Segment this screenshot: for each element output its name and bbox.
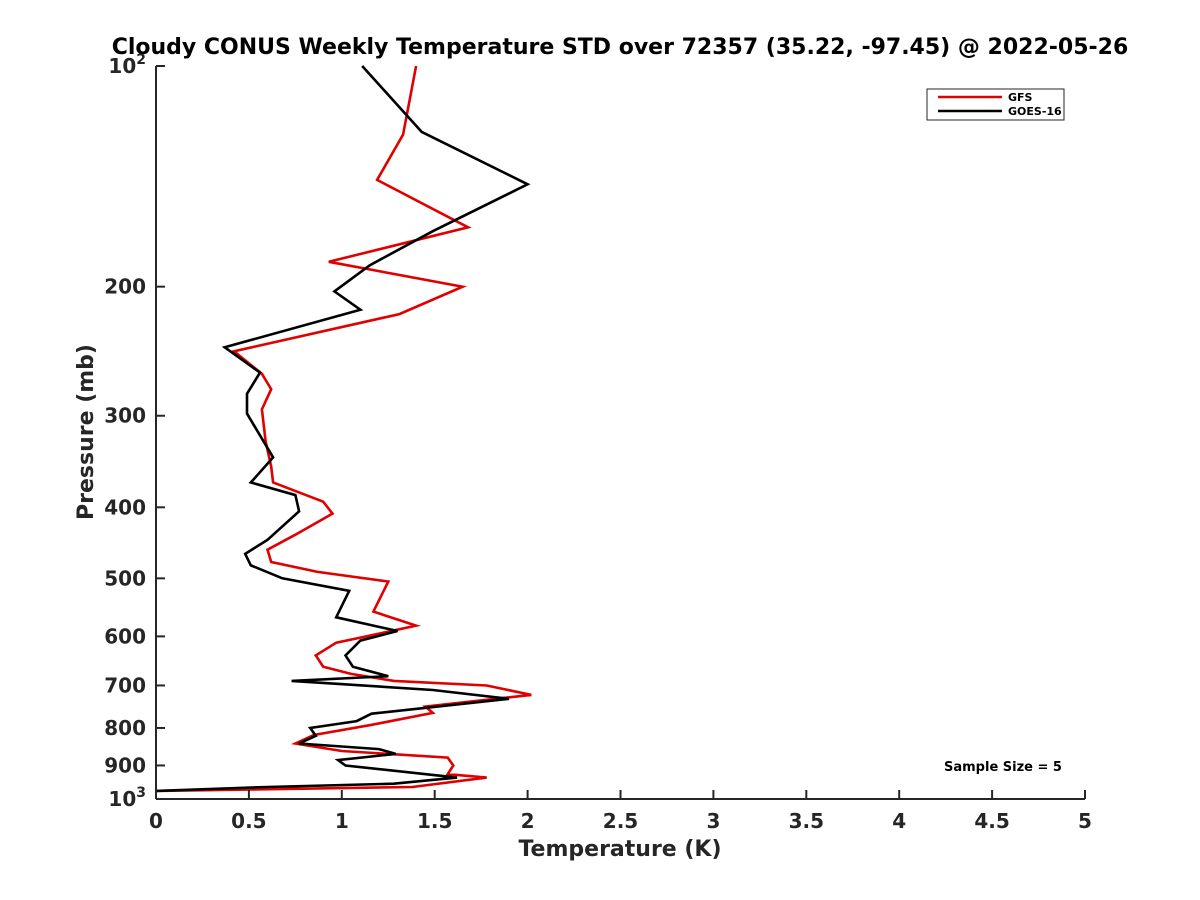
y-tick-label-base: 400	[104, 495, 146, 519]
y-tick-label-base: 10	[108, 787, 136, 811]
x-tick-label: 1	[335, 809, 349, 833]
x-tick-label: 1.5	[417, 809, 452, 833]
sample-size-annotation: Sample Size = 5	[944, 760, 1062, 775]
y-tick-label-base: 500	[104, 566, 146, 590]
y-tick-label-exponent: 3	[136, 785, 146, 801]
y-tick-label: 400	[104, 495, 146, 519]
y-tick-label-base: 900	[104, 753, 146, 777]
y-tick-label: 500	[104, 566, 146, 590]
legend-box	[926, 88, 1065, 121]
x-axis-label: Temperature (K)	[518, 837, 721, 862]
series-line-gfs	[155, 65, 532, 793]
y-tick-label-base: 10	[108, 54, 136, 78]
x-tick-label: 2.5	[603, 809, 638, 833]
y-tick-label-base: 300	[104, 404, 146, 428]
x-tick-label: 2	[521, 809, 535, 833]
x-tick-label: 3.5	[789, 809, 824, 833]
x-tick-label: 4.5	[974, 809, 1009, 833]
x-ticks: 0 0.5 1 1.5 2 2.5 3 3.5 4 4.5 5	[149, 790, 1092, 833]
series-layer	[155, 65, 532, 793]
y-tick-label: 102	[108, 52, 146, 78]
y-axis-label: Pressure (mb)	[74, 344, 99, 520]
y-tick-label-base: 700	[104, 673, 146, 697]
y-tick-label: 300	[104, 404, 146, 428]
plot-background	[156, 66, 1085, 799]
series-line-goes-16	[155, 65, 531, 793]
legend-label: GFS	[1008, 91, 1033, 104]
y-tick-label: 200	[104, 275, 146, 299]
x-tick-label: 0.5	[231, 809, 266, 833]
y-tick-label: 800	[104, 716, 146, 740]
y-tick-label-base: 200	[104, 275, 146, 299]
x-tick-label: 5	[1078, 809, 1092, 833]
x-tick-label: 4	[892, 809, 906, 833]
y-tick-label-exponent: 2	[136, 52, 146, 68]
x-tick-label: 0	[149, 809, 163, 833]
legend-label: GOES-16	[1008, 105, 1062, 118]
chart-title: Cloudy CONUS Weekly Temperature STD over…	[112, 35, 1129, 60]
y-tick-label: 103	[108, 785, 146, 811]
y-tick-label: 600	[104, 624, 146, 648]
x-tick-label: 3	[706, 809, 720, 833]
y-tick-label-base: 600	[104, 624, 146, 648]
y-tick-label: 700	[104, 673, 146, 697]
y-tick-label: 900	[104, 753, 146, 777]
y-tick-label-base: 800	[104, 716, 146, 740]
